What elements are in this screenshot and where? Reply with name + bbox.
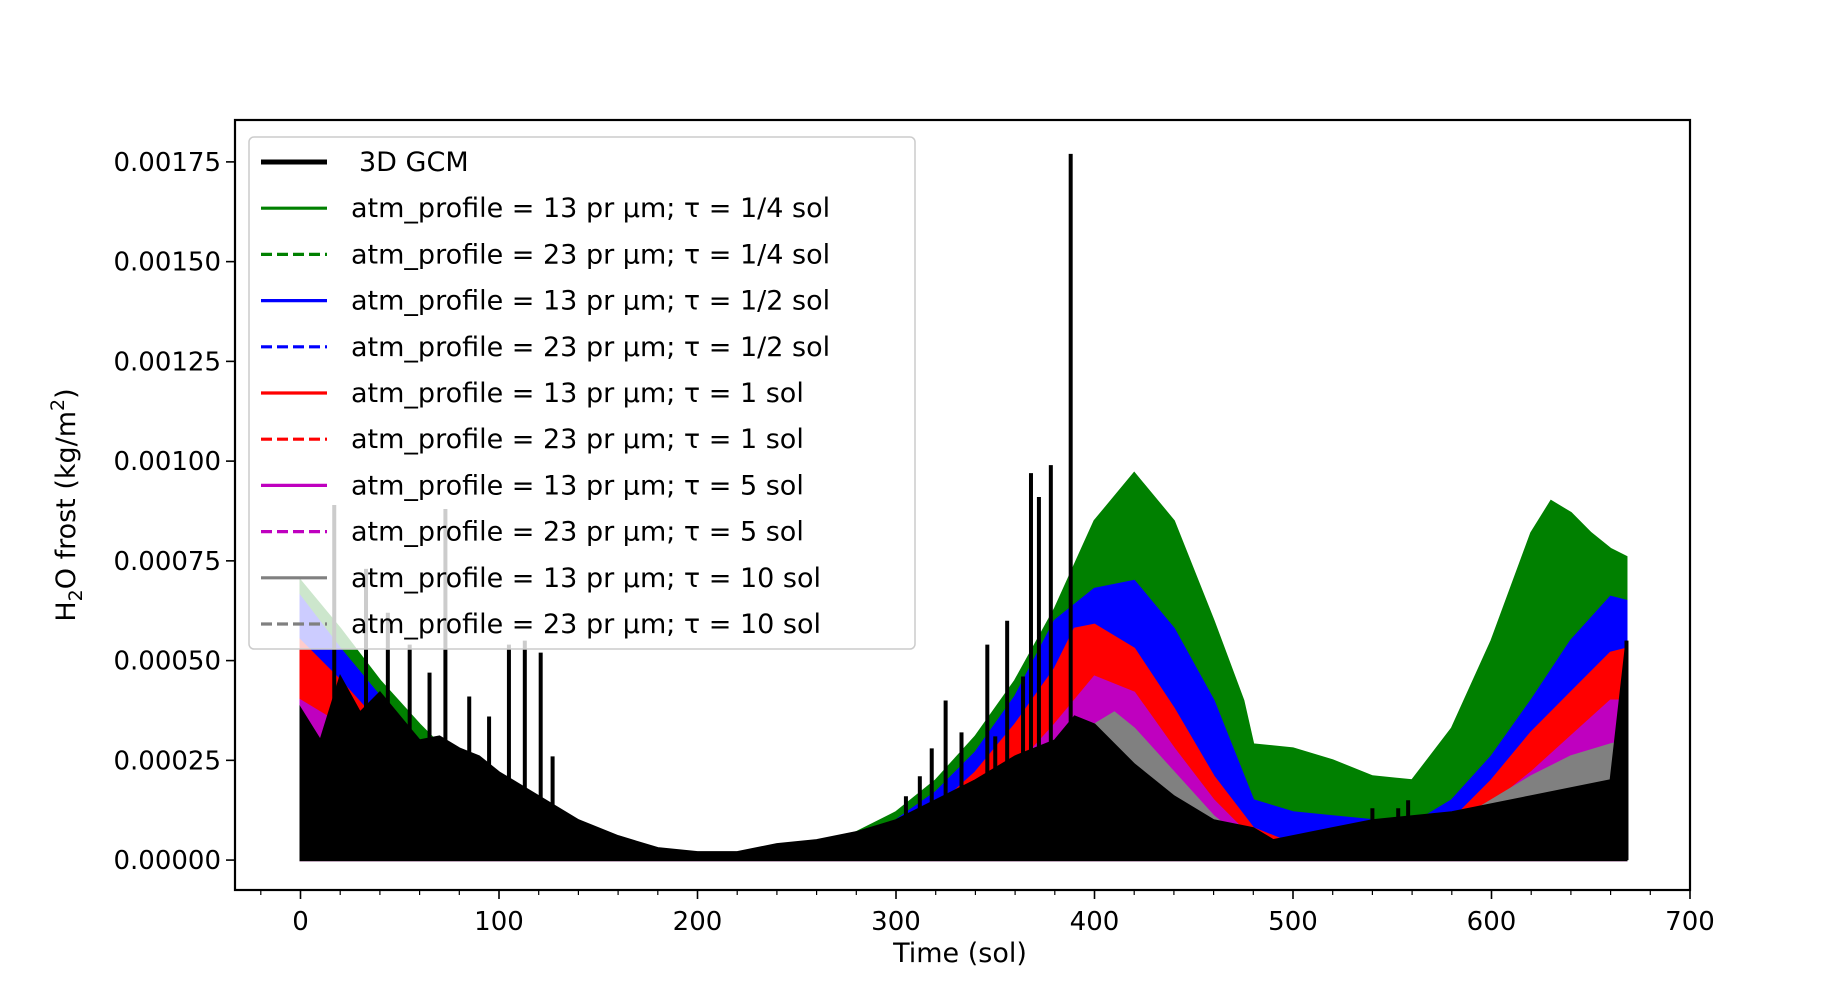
- x-tick-label-4: 400: [1070, 907, 1120, 937]
- legend-label-1: atm_profile = 13 pr μm; τ = 1/4 sol: [351, 193, 830, 224]
- legend-label-8: atm_profile = 23 pr μm; τ = 5 sol: [351, 517, 804, 548]
- y-axis-label-part-b: O frost (kg/m: [51, 411, 82, 589]
- y-tick-label-5: 0.00125: [113, 347, 221, 377]
- series-layer: [299, 153, 1629, 862]
- y-tick-label-6: 0.00150: [113, 248, 221, 278]
- x-tick-label-5: 500: [1268, 907, 1318, 937]
- y-tick-label-3: 0.00075: [113, 547, 221, 577]
- legend-frame: [248, 136, 916, 650]
- plot-frame: [233, 118, 1692, 892]
- y-axis-label-superscript: 2: [47, 399, 69, 411]
- x-tick-label-3: 300: [871, 907, 921, 937]
- y-axis-label-subscript: 2: [65, 589, 87, 601]
- x-tick-label-7: 700: [1665, 907, 1715, 937]
- y-axis: 0.00000 0.00025 0.00050 0.00075 0.00100 0.001…: [113, 148, 235, 876]
- legend-label-0: 3D GCM: [359, 147, 469, 178]
- x-tick-label-6: 600: [1467, 907, 1517, 937]
- y-axis-label-part-c: ): [51, 388, 82, 399]
- legend-label-9: atm_profile = 13 pr μm; τ = 10 sol: [351, 563, 821, 594]
- legend-label-5: atm_profile = 13 pr μm; τ = 1 sol: [351, 378, 804, 409]
- x-axis: 0 100 200 300 400 500 600 700: [260, 890, 1715, 937]
- legend: 3D GCM atm_profile = 13 pr μm; τ = 1/4 so…: [248, 136, 916, 650]
- x-tick-label-1: 100: [474, 907, 524, 937]
- legend-label-4: atm_profile = 23 pr μm; τ = 1/2 sol: [351, 332, 830, 363]
- legend-label-7: atm_profile = 13 pr μm; τ = 5 sol: [351, 470, 804, 501]
- x-axis-label: Time (sol): [892, 938, 1027, 969]
- y-axis-label-part-a: H: [51, 601, 82, 621]
- y-tick-label-1: 0.00025: [113, 746, 221, 776]
- legend-label-2: atm_profile = 23 pr μm; τ = 1/4 sol: [351, 239, 830, 270]
- series-3d-gcm: [299, 153, 1629, 862]
- y-tick-label-4: 0.00100: [113, 447, 221, 477]
- y-axis-label: H2O frost (kg/m2): [47, 388, 87, 621]
- y-tick-label-7: 0.00175: [113, 148, 221, 178]
- x-tick-label-2: 200: [673, 907, 723, 937]
- legend-label-6: atm_profile = 23 pr μm; τ = 1 sol: [351, 424, 804, 455]
- legend-label-3: atm_profile = 13 pr μm; τ = 1/2 sol: [351, 286, 830, 317]
- y-tick-label-0: 0.00000: [113, 846, 221, 876]
- y-tick-label-2: 0.00050: [113, 647, 221, 677]
- x-tick-label-0: 0: [292, 907, 309, 937]
- legend-label-10: atm_profile = 23 pr μm; τ = 10 sol: [351, 609, 821, 640]
